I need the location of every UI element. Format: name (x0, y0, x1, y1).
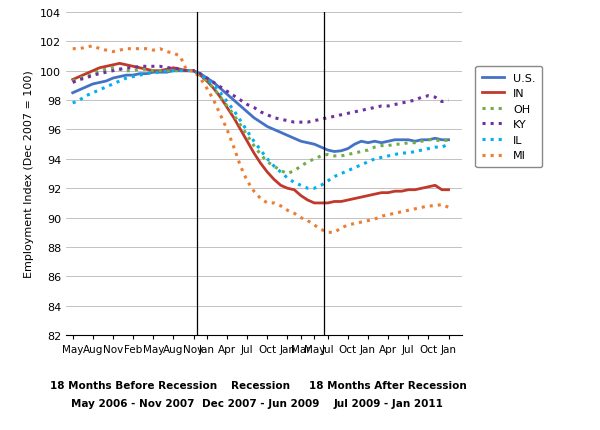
IN (83, 72, 90, 77)
KY (136, 64, 143, 70)
IN (89, 69, 97, 74)
MI (237, 164, 244, 169)
OH (109, 66, 116, 71)
OH (338, 154, 345, 159)
IN (69, 78, 76, 83)
U.S. (331, 150, 338, 155)
Legend: U.S., IN, OH, KY, IL, MI: U.S., IN, OH, KY, IL, MI (475, 67, 542, 168)
U.S. (344, 147, 352, 152)
Line: IL: IL (73, 71, 449, 189)
KY (69, 81, 76, 86)
KY (344, 111, 352, 117)
KY (290, 120, 298, 126)
Y-axis label: Employment Index (Dec 2007 = 100): Employment Index (Dec 2007 = 100) (25, 71, 34, 278)
Line: KY: KY (73, 67, 449, 123)
KY (338, 113, 345, 118)
IN (116, 61, 123, 67)
KY (176, 68, 184, 73)
KY (445, 98, 452, 104)
IN (338, 200, 345, 205)
IN (344, 198, 352, 203)
U.S. (176, 69, 184, 74)
IL (89, 91, 97, 96)
U.S. (170, 69, 177, 74)
IL (83, 94, 90, 99)
IL (304, 186, 311, 191)
MI (83, 46, 90, 51)
Line: MI: MI (73, 46, 449, 233)
U.S. (445, 138, 452, 143)
KY (237, 98, 244, 104)
U.S. (83, 85, 90, 90)
Text: 18 Months After Recession: 18 Months After Recession (309, 381, 467, 390)
IL (237, 119, 244, 124)
IN (176, 68, 184, 73)
MI (176, 54, 184, 59)
Line: IN: IN (73, 64, 449, 203)
IL (445, 142, 452, 147)
IL (163, 69, 170, 74)
U.S. (89, 82, 97, 87)
KY (89, 74, 97, 79)
IN (445, 187, 452, 193)
MI (445, 205, 452, 210)
OH (176, 69, 184, 74)
IN (311, 201, 318, 206)
Text: 18 Months Before Recession: 18 Months Before Recession (50, 381, 217, 390)
U.S. (69, 91, 76, 96)
OH (284, 172, 291, 177)
MI (69, 47, 76, 52)
Text: Recession: Recession (231, 381, 290, 390)
OH (89, 72, 97, 77)
Text: Jul 2009 - Jan 2011: Jul 2009 - Jan 2011 (333, 398, 443, 408)
KY (83, 76, 90, 81)
Line: OH: OH (73, 69, 449, 174)
IL (69, 101, 76, 106)
MI (344, 223, 352, 228)
OH (237, 123, 244, 129)
Text: May 2006 - Nov 2007: May 2006 - Nov 2007 (71, 398, 195, 408)
IL (338, 172, 345, 177)
OH (83, 75, 90, 80)
MI (324, 230, 331, 235)
OH (69, 79, 76, 84)
MI (338, 226, 345, 231)
IL (176, 69, 184, 74)
U.S. (338, 149, 345, 154)
OH (344, 153, 352, 158)
OH (445, 138, 452, 143)
IN (237, 128, 244, 133)
U.S. (237, 104, 244, 109)
IL (344, 169, 352, 174)
MI (96, 47, 103, 52)
Text: Dec 2007 - Jun 2009: Dec 2007 - Jun 2009 (202, 398, 319, 408)
MI (89, 44, 97, 49)
Line: U.S.: U.S. (73, 71, 449, 152)
